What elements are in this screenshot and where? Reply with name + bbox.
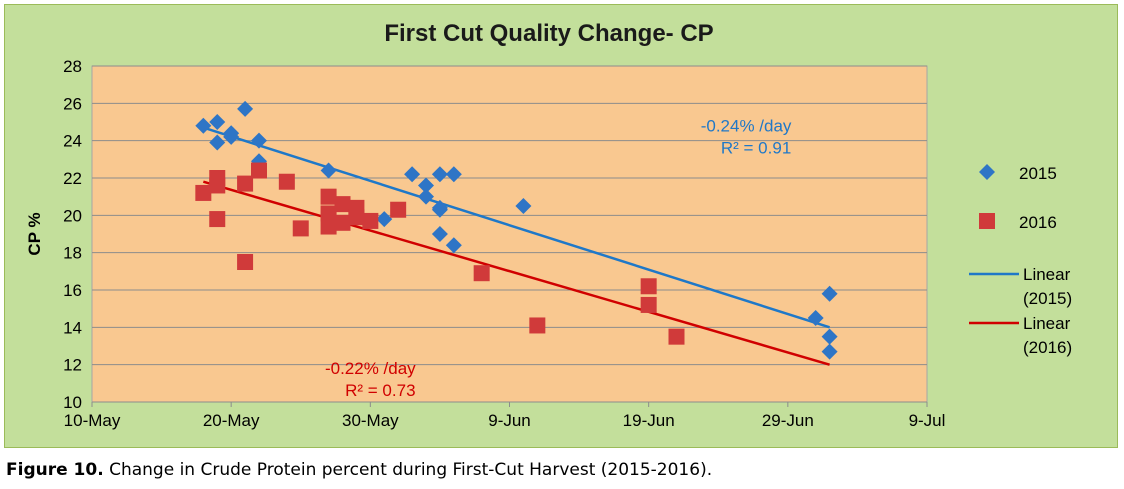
data-point-2015 [418,177,434,194]
y-tick-label: 24 [63,132,82,151]
chart-svg: First Cut Quality Change- CP 10 12 14 16 18 2… [25,20,1072,430]
x-tick-label: 10-May [64,411,121,430]
data-point-2016 [209,177,226,194]
trendline-label-2016: R² = 0.73 [345,381,415,400]
legend-marker-2015 [979,164,995,180]
data-point-2015 [251,132,267,149]
plot-area [91,65,928,403]
data-point-2015 [821,285,838,302]
data-point-2016 [251,162,267,179]
data-point-2015 [376,211,393,228]
data-point-2015 [223,128,240,145]
legend: 2015 2016 Linear (2015) Linear (2016) [969,164,1072,357]
data-point-2016 [640,296,657,313]
data-point-2016 [473,265,490,282]
data-point-2016 [362,212,379,229]
data-points [195,100,838,360]
data-point-2016 [209,211,226,228]
trendline-label-2015: R² = 0.91 [721,138,791,157]
x-tick-label: 9-Jul [909,411,946,430]
data-point-2016 [320,188,337,205]
data-point-2016 [529,317,546,334]
legend-label: Linear [1023,314,1071,333]
x-tick-label: 19-Jun [623,411,675,430]
data-point-2016 [320,205,337,222]
trendline-label-2016: -0.22% /day [325,359,416,378]
trendline-2015 [202,126,830,329]
x-tick-label: 9-Jun [488,411,531,430]
x-tick-label: 30-May [342,411,399,430]
data-point-2015 [445,166,462,183]
data-point-2016 [390,201,407,218]
y-axis-ticks: 10 12 14 16 18 20 22 24 26 28 [63,57,82,412]
y-tick-label: 16 [63,281,82,300]
legend-label: (2015) [1023,289,1072,308]
data-point-2016 [278,173,295,190]
data-point-2015 [418,188,434,205]
y-tick-label: 26 [63,94,82,113]
chart-title: First Cut Quality Change- CP [384,20,713,47]
caption-label: Figure 10. [6,460,104,480]
data-point-2016 [320,218,337,235]
data-point-2015 [515,198,532,214]
data-point-2016 [668,328,685,345]
data-point-2015 [821,328,838,345]
data-point-2015 [431,199,448,216]
figure-caption: Figure 10. Change in Crude Protein perce… [6,460,712,480]
chart-frame: First Cut Quality Change- CP 10 12 14 16 18 2… [4,4,1118,448]
data-point-2016 [237,175,254,192]
x-tick-label: 29-Jun [762,411,814,430]
trendline-label-2015: -0.24% /day [701,116,792,135]
y-tick-label: 10 [63,393,82,412]
data-point-2016 [237,254,254,270]
y-tick-label: 14 [63,318,82,337]
data-point-2016 [334,196,351,213]
y-tick-label: 18 [63,244,82,263]
legend-label: 2015 [1019,164,1057,183]
trendline-2016 [202,180,830,366]
data-point-2015 [431,166,448,183]
data-point-2015 [237,100,254,117]
data-point-2016 [334,214,351,231]
data-point-2015 [821,343,838,360]
legend-label: 2016 [1019,213,1057,232]
legend-label: (2016) [1023,338,1072,357]
data-point-2016 [348,209,365,226]
data-point-2015 [195,117,212,134]
legend-marker-2016 [979,213,995,229]
y-tick-label: 28 [63,57,82,76]
data-point-2016 [195,184,212,201]
data-point-2015 [807,310,824,326]
data-point-2015 [209,134,226,151]
trendline-annotations: -0.24% /day R² = 0.91 -0.22% /day R² = 0.73 [325,116,792,400]
y-tick-label: 22 [63,169,82,188]
data-point-2015 [320,162,337,179]
caption-text: Change in Crude Protein percent during F… [109,460,713,480]
trendlines [202,126,830,366]
x-axis-ticks: 10-May 20-May 30-May 9-Jun 19-Jun 29-Jun 9-Jul [64,402,946,430]
y-tick-label: 20 [63,206,82,225]
data-point-2015 [445,237,462,254]
data-point-2016 [640,278,657,295]
y-axis-label: CP % [25,212,44,255]
x-tick-label: 20-May [203,411,260,430]
data-point-2016 [292,220,309,237]
y-tick-label: 12 [63,356,82,375]
data-point-2015 [431,226,448,242]
data-point-2015 [209,114,226,130]
legend-label: Linear [1023,265,1071,284]
data-point-2015 [404,166,421,183]
